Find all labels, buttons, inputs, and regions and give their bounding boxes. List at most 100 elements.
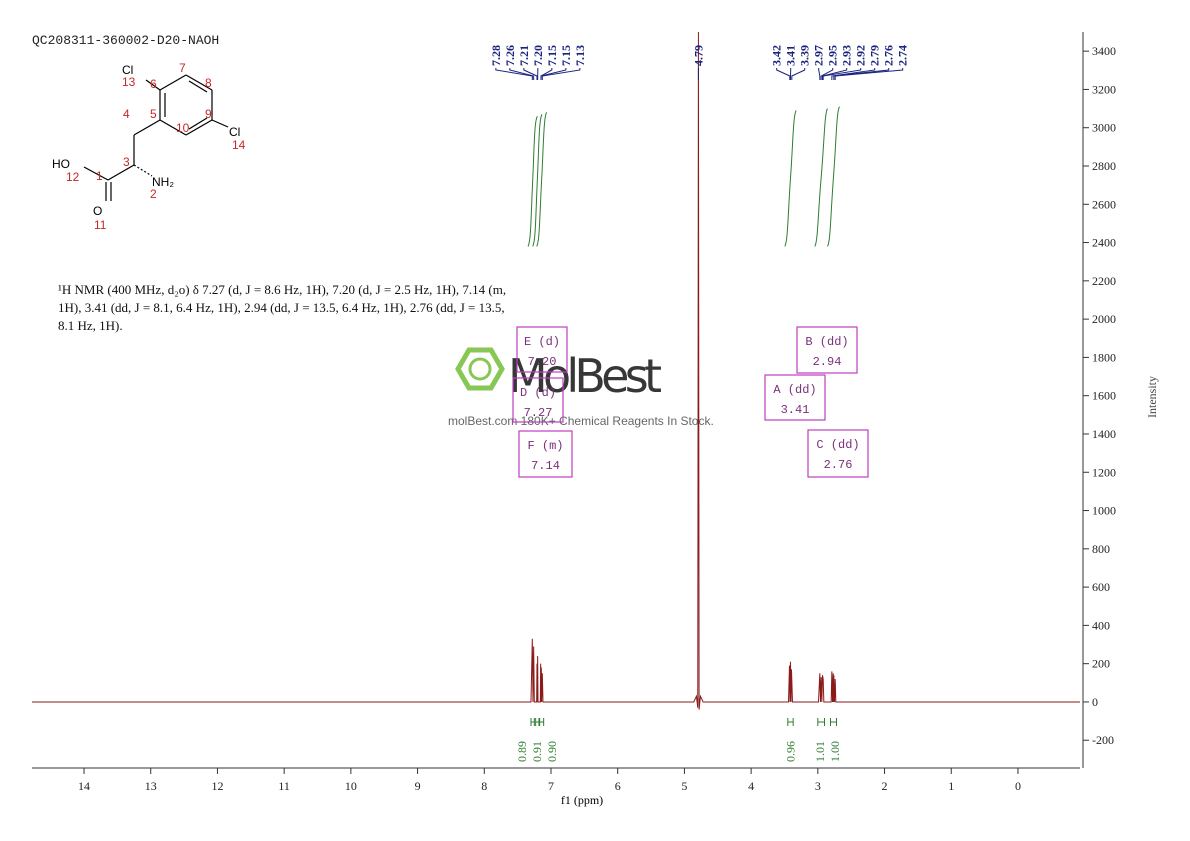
- atom: O: [93, 204, 102, 218]
- y-tick-label: 3400: [1092, 44, 1116, 58]
- x-tick-label: 0: [1015, 779, 1021, 793]
- bond: [107, 164, 135, 181]
- atom: Cl: [229, 125, 240, 139]
- x-tick-label: 4: [748, 779, 754, 793]
- logo-hexagon: [455, 347, 505, 391]
- locant: 6: [150, 77, 157, 91]
- y-tick-label: 200: [1092, 657, 1110, 671]
- multiplet-shift: 2.76: [824, 458, 853, 472]
- x-tick-label: 1: [948, 779, 954, 793]
- integral-curve: [827, 106, 840, 247]
- y-tick-label: 3200: [1092, 82, 1116, 96]
- peak-label: 2.76: [882, 45, 896, 66]
- bond: [188, 117, 208, 130]
- peak-leader: [523, 68, 538, 80]
- integral-label: 0.90: [545, 741, 559, 762]
- integral-bracket: [530, 718, 535, 726]
- peak-leader: [540, 68, 567, 80]
- integral-bracket: [787, 718, 794, 726]
- peak-label: 7.21: [517, 45, 531, 66]
- locant: 2: [150, 187, 157, 201]
- multiplet-name: D (d): [520, 386, 556, 400]
- x-tick-label: 7: [548, 779, 554, 793]
- atom: HO: [52, 157, 70, 171]
- title: QC208311-360002-D20-NAOH: [32, 33, 219, 48]
- multiplet-shift: 7.14: [531, 459, 560, 473]
- bond: [185, 74, 213, 91]
- peak-leader: [509, 68, 535, 80]
- integral-curve: [532, 114, 543, 247]
- peak-leader: [822, 68, 848, 80]
- bond: [133, 119, 161, 136]
- locant: 5: [150, 107, 157, 121]
- locant: 1: [96, 169, 103, 183]
- y-tick-label: 2600: [1092, 197, 1116, 211]
- bond: [159, 74, 187, 91]
- peak-label: 2.92: [854, 45, 868, 66]
- integral-curve: [527, 115, 538, 247]
- multiplet-box: [807, 429, 869, 478]
- locant: 7: [179, 61, 186, 75]
- y-tick-label: 1000: [1092, 504, 1116, 518]
- multiplet-box: [518, 430, 573, 478]
- y-tick-label: 800: [1092, 542, 1110, 556]
- peak-label: 2.97: [812, 45, 826, 66]
- integral-label: 0.96: [783, 741, 797, 762]
- multiplet-box: [516, 326, 568, 373]
- locant: 3: [123, 155, 130, 169]
- multiplet-shift: 2.94: [813, 355, 842, 369]
- spectrum: [32, 31, 1080, 710]
- y-tick-label: 2400: [1092, 236, 1116, 250]
- multiplet-name: E (d): [524, 335, 560, 349]
- x-tick-label: 10: [345, 779, 357, 793]
- x-tick-label: 13: [145, 779, 157, 793]
- y-tick-label: 3000: [1092, 121, 1116, 135]
- bond: [188, 80, 208, 93]
- watermark: MolBest molBest.com 180K+ Chemical Reage…: [448, 347, 714, 428]
- y-tick-label: 2200: [1092, 274, 1116, 288]
- peak-label: 7.26: [503, 45, 517, 66]
- integral-bracket: [539, 718, 545, 726]
- integral-bracket: [817, 718, 826, 726]
- integral-label: 1.01: [813, 741, 827, 762]
- peak-leader: [791, 68, 806, 80]
- peak-leader: [833, 68, 890, 80]
- peak-label: 3.41: [784, 45, 798, 66]
- integral-curve: [784, 110, 797, 247]
- bond: [159, 119, 187, 136]
- integral-label: 0.91: [530, 741, 544, 762]
- x-tick-label: 2: [882, 779, 888, 793]
- locant: 13: [122, 75, 136, 89]
- y-tick-label: 1200: [1092, 465, 1116, 479]
- x-tick-label: 14: [78, 779, 90, 793]
- multiplet-shift: 7.20: [528, 355, 557, 369]
- multiplet-name: A (dd): [773, 383, 816, 397]
- bond: [185, 119, 213, 136]
- peak-label: 2.93: [840, 45, 854, 66]
- bond: [133, 164, 153, 177]
- y-tick-label: 1800: [1092, 350, 1116, 364]
- peak-leader: [820, 68, 834, 80]
- locant: 4: [123, 107, 130, 121]
- y-tick-label: 400: [1092, 618, 1110, 632]
- integral-bracket: [830, 718, 838, 726]
- y-tick-label: 0: [1092, 695, 1098, 709]
- integral-label: 1.00: [828, 741, 842, 762]
- y-tick-label: 2800: [1092, 159, 1116, 173]
- locant: 14: [232, 138, 246, 152]
- integral-label: 0.89: [515, 741, 529, 762]
- locant: 9: [205, 107, 212, 121]
- peak-leader: [831, 68, 876, 80]
- peak-leader: [822, 68, 862, 80]
- peak-label: 7.15: [545, 45, 559, 66]
- integral-curve: [814, 108, 828, 247]
- x-tick-label: 8: [481, 779, 487, 793]
- multiplet-box: [512, 377, 564, 423]
- multiplet-name: C (dd): [816, 438, 859, 452]
- bond: [83, 166, 109, 181]
- atom: Cl: [122, 63, 133, 77]
- locant: 12: [66, 170, 80, 184]
- y-axis-label: Intensity: [1145, 376, 1159, 418]
- atom: NH₂: [152, 175, 174, 189]
